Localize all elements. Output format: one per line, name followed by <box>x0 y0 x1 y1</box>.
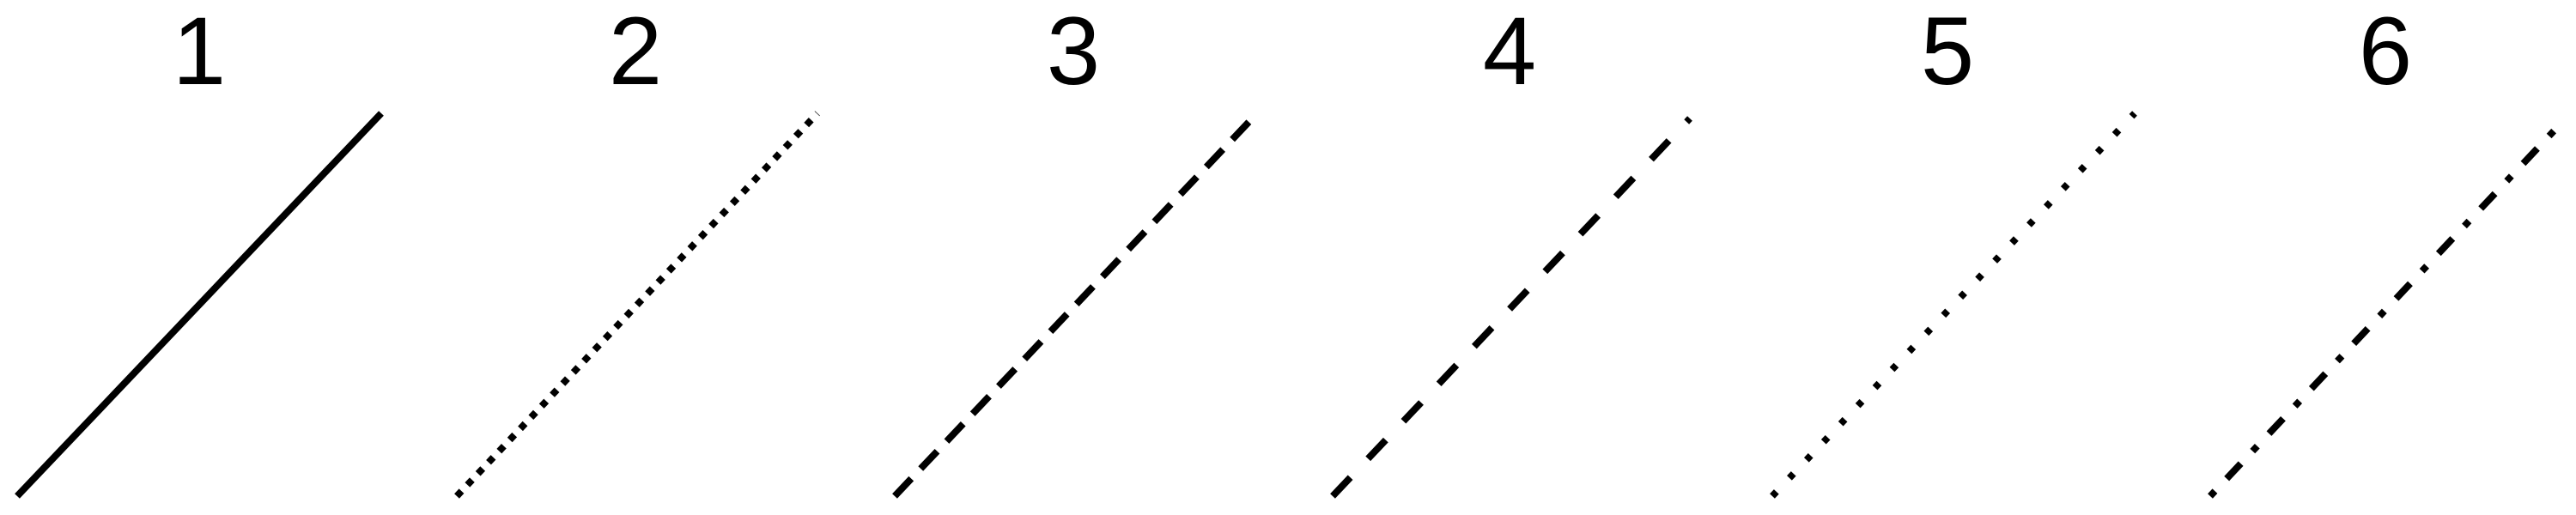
line-style-2-label: 2 <box>609 0 662 105</box>
line-style-2-sample <box>454 111 820 499</box>
line-style-4: 4 <box>1330 0 1692 499</box>
line-style-4-sample <box>1330 116 1692 499</box>
line-style-4-label: 4 <box>1483 0 1536 105</box>
line-style-1-label: 1 <box>173 0 226 105</box>
line-style-1: 1 <box>15 0 384 499</box>
line-style-5-label: 5 <box>1921 0 1974 105</box>
line-style-5: 5 <box>1770 0 2137 499</box>
line-style-2: 2 <box>454 0 820 499</box>
line-style-6: 6 <box>2208 0 2567 499</box>
line-style-3-sample <box>892 111 1260 499</box>
line-style-1-sample <box>15 111 384 499</box>
line-style-3: 3 <box>892 0 1260 499</box>
line-style-6-sample <box>2208 118 2567 499</box>
line-style-5-sample <box>1770 111 2137 499</box>
line-style-3-label: 3 <box>1047 0 1100 105</box>
line-style-6-label: 6 <box>2359 0 2412 105</box>
